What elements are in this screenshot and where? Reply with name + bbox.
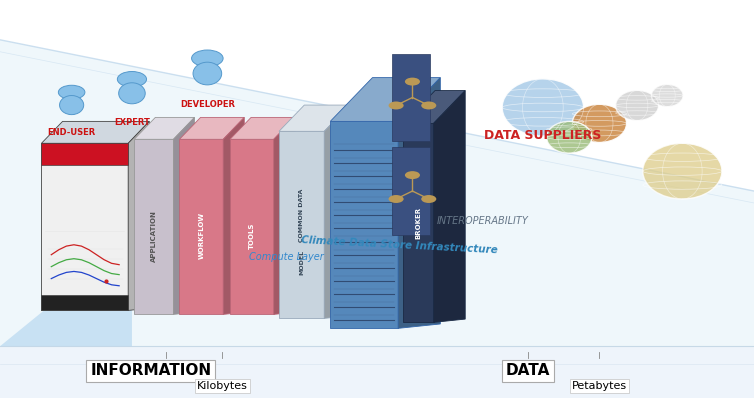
Text: END-USER: END-USER bbox=[48, 128, 96, 137]
Text: DATA: DATA bbox=[506, 363, 550, 378]
Polygon shape bbox=[392, 54, 430, 141]
Ellipse shape bbox=[642, 143, 722, 199]
Polygon shape bbox=[330, 78, 440, 121]
Polygon shape bbox=[279, 105, 350, 131]
Polygon shape bbox=[0, 239, 132, 346]
Text: WORKFLOW: WORKFLOW bbox=[198, 212, 204, 259]
Text: Kilobytes: Kilobytes bbox=[197, 381, 248, 391]
Polygon shape bbox=[230, 117, 295, 139]
Polygon shape bbox=[134, 139, 173, 314]
Circle shape bbox=[388, 101, 403, 109]
Ellipse shape bbox=[502, 79, 584, 136]
Text: COMMON DATA: COMMON DATA bbox=[299, 189, 304, 242]
Polygon shape bbox=[41, 143, 128, 165]
Circle shape bbox=[192, 50, 223, 66]
Ellipse shape bbox=[60, 96, 84, 115]
Text: DATA SUPPLIERS: DATA SUPPLIERS bbox=[484, 129, 602, 142]
Circle shape bbox=[405, 78, 420, 86]
Ellipse shape bbox=[651, 84, 683, 107]
Polygon shape bbox=[0, 40, 754, 346]
Ellipse shape bbox=[118, 83, 146, 104]
Text: INFORMATION: INFORMATION bbox=[90, 363, 211, 378]
Circle shape bbox=[405, 171, 420, 179]
Circle shape bbox=[58, 85, 85, 99]
Polygon shape bbox=[173, 117, 195, 314]
Text: Petabytes: Petabytes bbox=[572, 381, 627, 391]
Circle shape bbox=[118, 72, 146, 87]
Polygon shape bbox=[403, 123, 434, 322]
Polygon shape bbox=[324, 105, 350, 318]
Text: INTEROPERABILITY: INTEROPERABILITY bbox=[437, 216, 529, 226]
Polygon shape bbox=[403, 91, 465, 123]
Polygon shape bbox=[179, 139, 223, 314]
Text: APPLICATION: APPLICATION bbox=[151, 210, 157, 261]
Text: Compute Layer: Compute Layer bbox=[249, 252, 324, 262]
Polygon shape bbox=[41, 295, 128, 310]
Ellipse shape bbox=[193, 62, 222, 85]
Circle shape bbox=[421, 101, 437, 109]
Polygon shape bbox=[330, 121, 398, 328]
Text: DEVELOPER: DEVELOPER bbox=[180, 100, 234, 109]
Polygon shape bbox=[274, 117, 295, 314]
Polygon shape bbox=[134, 117, 195, 139]
Polygon shape bbox=[392, 147, 430, 235]
Ellipse shape bbox=[615, 90, 659, 121]
Text: BROKER: BROKER bbox=[415, 207, 421, 239]
Circle shape bbox=[421, 195, 437, 203]
Ellipse shape bbox=[572, 104, 627, 142]
Polygon shape bbox=[398, 78, 440, 328]
Text: TOOLS: TOOLS bbox=[249, 222, 255, 249]
Polygon shape bbox=[179, 117, 244, 139]
Circle shape bbox=[388, 195, 403, 203]
Text: EXPERT: EXPERT bbox=[114, 118, 150, 127]
Polygon shape bbox=[279, 131, 324, 318]
Ellipse shape bbox=[547, 121, 592, 153]
Text: Climate Data Store Infrastructure: Climate Data Store Infrastructure bbox=[301, 235, 498, 255]
Polygon shape bbox=[230, 139, 274, 314]
Polygon shape bbox=[434, 91, 465, 322]
Text: MODEL: MODEL bbox=[299, 250, 304, 275]
Polygon shape bbox=[128, 121, 149, 310]
Polygon shape bbox=[41, 143, 128, 310]
Polygon shape bbox=[41, 121, 149, 143]
Polygon shape bbox=[0, 346, 754, 398]
Polygon shape bbox=[223, 117, 244, 314]
